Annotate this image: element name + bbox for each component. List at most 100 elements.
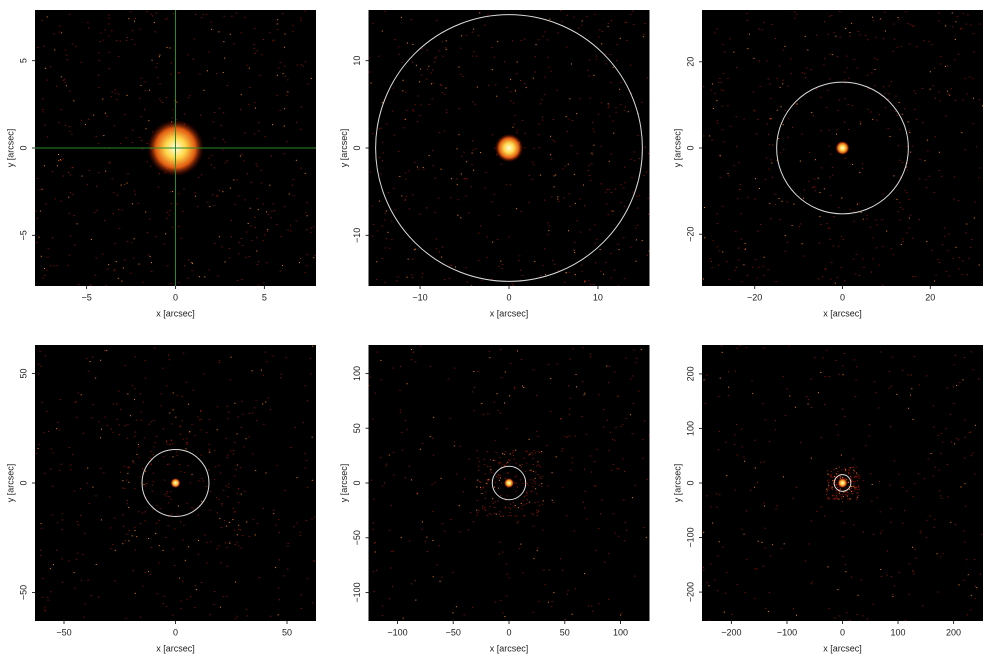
noise bbox=[549, 225, 551, 227]
noise bbox=[964, 149, 966, 151]
noise bbox=[827, 480, 829, 482]
noise bbox=[497, 462, 499, 464]
noise bbox=[862, 167, 864, 169]
noise bbox=[64, 81, 66, 83]
noise bbox=[415, 580, 417, 582]
noise bbox=[193, 38, 195, 40]
noise bbox=[776, 159, 778, 161]
noise bbox=[510, 100, 512, 102]
noise bbox=[573, 16, 575, 18]
noise bbox=[233, 450, 235, 452]
noise bbox=[134, 388, 136, 390]
extraction-circle bbox=[776, 81, 909, 215]
noise bbox=[116, 403, 118, 405]
noise bbox=[847, 492, 849, 494]
noise bbox=[118, 55, 120, 57]
noise bbox=[954, 59, 956, 61]
noise bbox=[776, 78, 778, 80]
noise bbox=[853, 477, 855, 479]
noise bbox=[923, 478, 925, 480]
noise bbox=[179, 426, 181, 428]
noise bbox=[202, 13, 204, 15]
noise bbox=[803, 73, 805, 75]
noise bbox=[116, 99, 118, 101]
noise bbox=[835, 467, 837, 469]
noise bbox=[163, 243, 165, 245]
noise bbox=[528, 174, 530, 176]
noise bbox=[589, 75, 591, 77]
noise bbox=[931, 44, 933, 46]
noise bbox=[305, 520, 307, 522]
noise bbox=[562, 569, 564, 571]
noise bbox=[498, 474, 500, 476]
noise bbox=[238, 524, 240, 526]
noise bbox=[140, 419, 142, 421]
noise bbox=[753, 91, 755, 93]
noise bbox=[401, 431, 403, 433]
noise bbox=[491, 278, 493, 280]
noise bbox=[855, 273, 857, 275]
noise bbox=[849, 35, 851, 37]
noise bbox=[519, 479, 521, 481]
noise bbox=[44, 610, 46, 612]
noise bbox=[557, 196, 559, 198]
noise bbox=[936, 553, 938, 555]
noise bbox=[269, 184, 271, 186]
noise bbox=[623, 187, 625, 189]
noise bbox=[591, 154, 593, 156]
noise bbox=[862, 479, 864, 481]
extraction-circle bbox=[141, 449, 210, 517]
noise bbox=[167, 525, 169, 527]
noise bbox=[875, 247, 877, 249]
noise bbox=[850, 476, 852, 478]
noise bbox=[499, 541, 501, 543]
noise bbox=[952, 26, 954, 28]
noise bbox=[306, 265, 308, 267]
noise bbox=[199, 411, 201, 413]
noise bbox=[377, 230, 379, 232]
noise bbox=[98, 596, 100, 598]
noise bbox=[842, 501, 844, 503]
noise bbox=[914, 276, 916, 278]
noise bbox=[164, 479, 166, 481]
noise bbox=[69, 90, 71, 92]
noise bbox=[489, 505, 491, 507]
noise bbox=[921, 88, 923, 90]
noise bbox=[500, 494, 502, 496]
noise bbox=[216, 429, 218, 431]
noise bbox=[263, 507, 265, 509]
noise bbox=[204, 276, 206, 278]
noise bbox=[61, 581, 63, 583]
noise bbox=[849, 619, 851, 621]
noise bbox=[507, 472, 509, 474]
noise bbox=[201, 174, 203, 176]
noise bbox=[279, 559, 281, 561]
noise bbox=[842, 374, 844, 376]
noise bbox=[737, 247, 739, 249]
noise bbox=[710, 563, 712, 565]
noise bbox=[108, 264, 110, 266]
noise bbox=[846, 495, 848, 497]
noise bbox=[91, 417, 93, 419]
noise bbox=[633, 23, 635, 25]
noise bbox=[544, 584, 546, 586]
noise bbox=[524, 496, 526, 498]
noise bbox=[617, 395, 619, 397]
noise bbox=[939, 490, 941, 492]
noise bbox=[758, 28, 760, 30]
noise bbox=[579, 198, 581, 200]
noise bbox=[291, 184, 293, 186]
noise bbox=[847, 498, 849, 500]
noise bbox=[402, 79, 404, 81]
noise bbox=[436, 20, 438, 22]
noise bbox=[137, 202, 139, 204]
noise bbox=[254, 216, 256, 218]
noise bbox=[242, 413, 244, 415]
noise bbox=[735, 116, 737, 118]
noise bbox=[880, 532, 882, 534]
noise bbox=[792, 126, 794, 128]
noise bbox=[149, 255, 151, 257]
noise bbox=[227, 496, 229, 498]
noise bbox=[186, 442, 188, 444]
noise bbox=[780, 548, 782, 550]
